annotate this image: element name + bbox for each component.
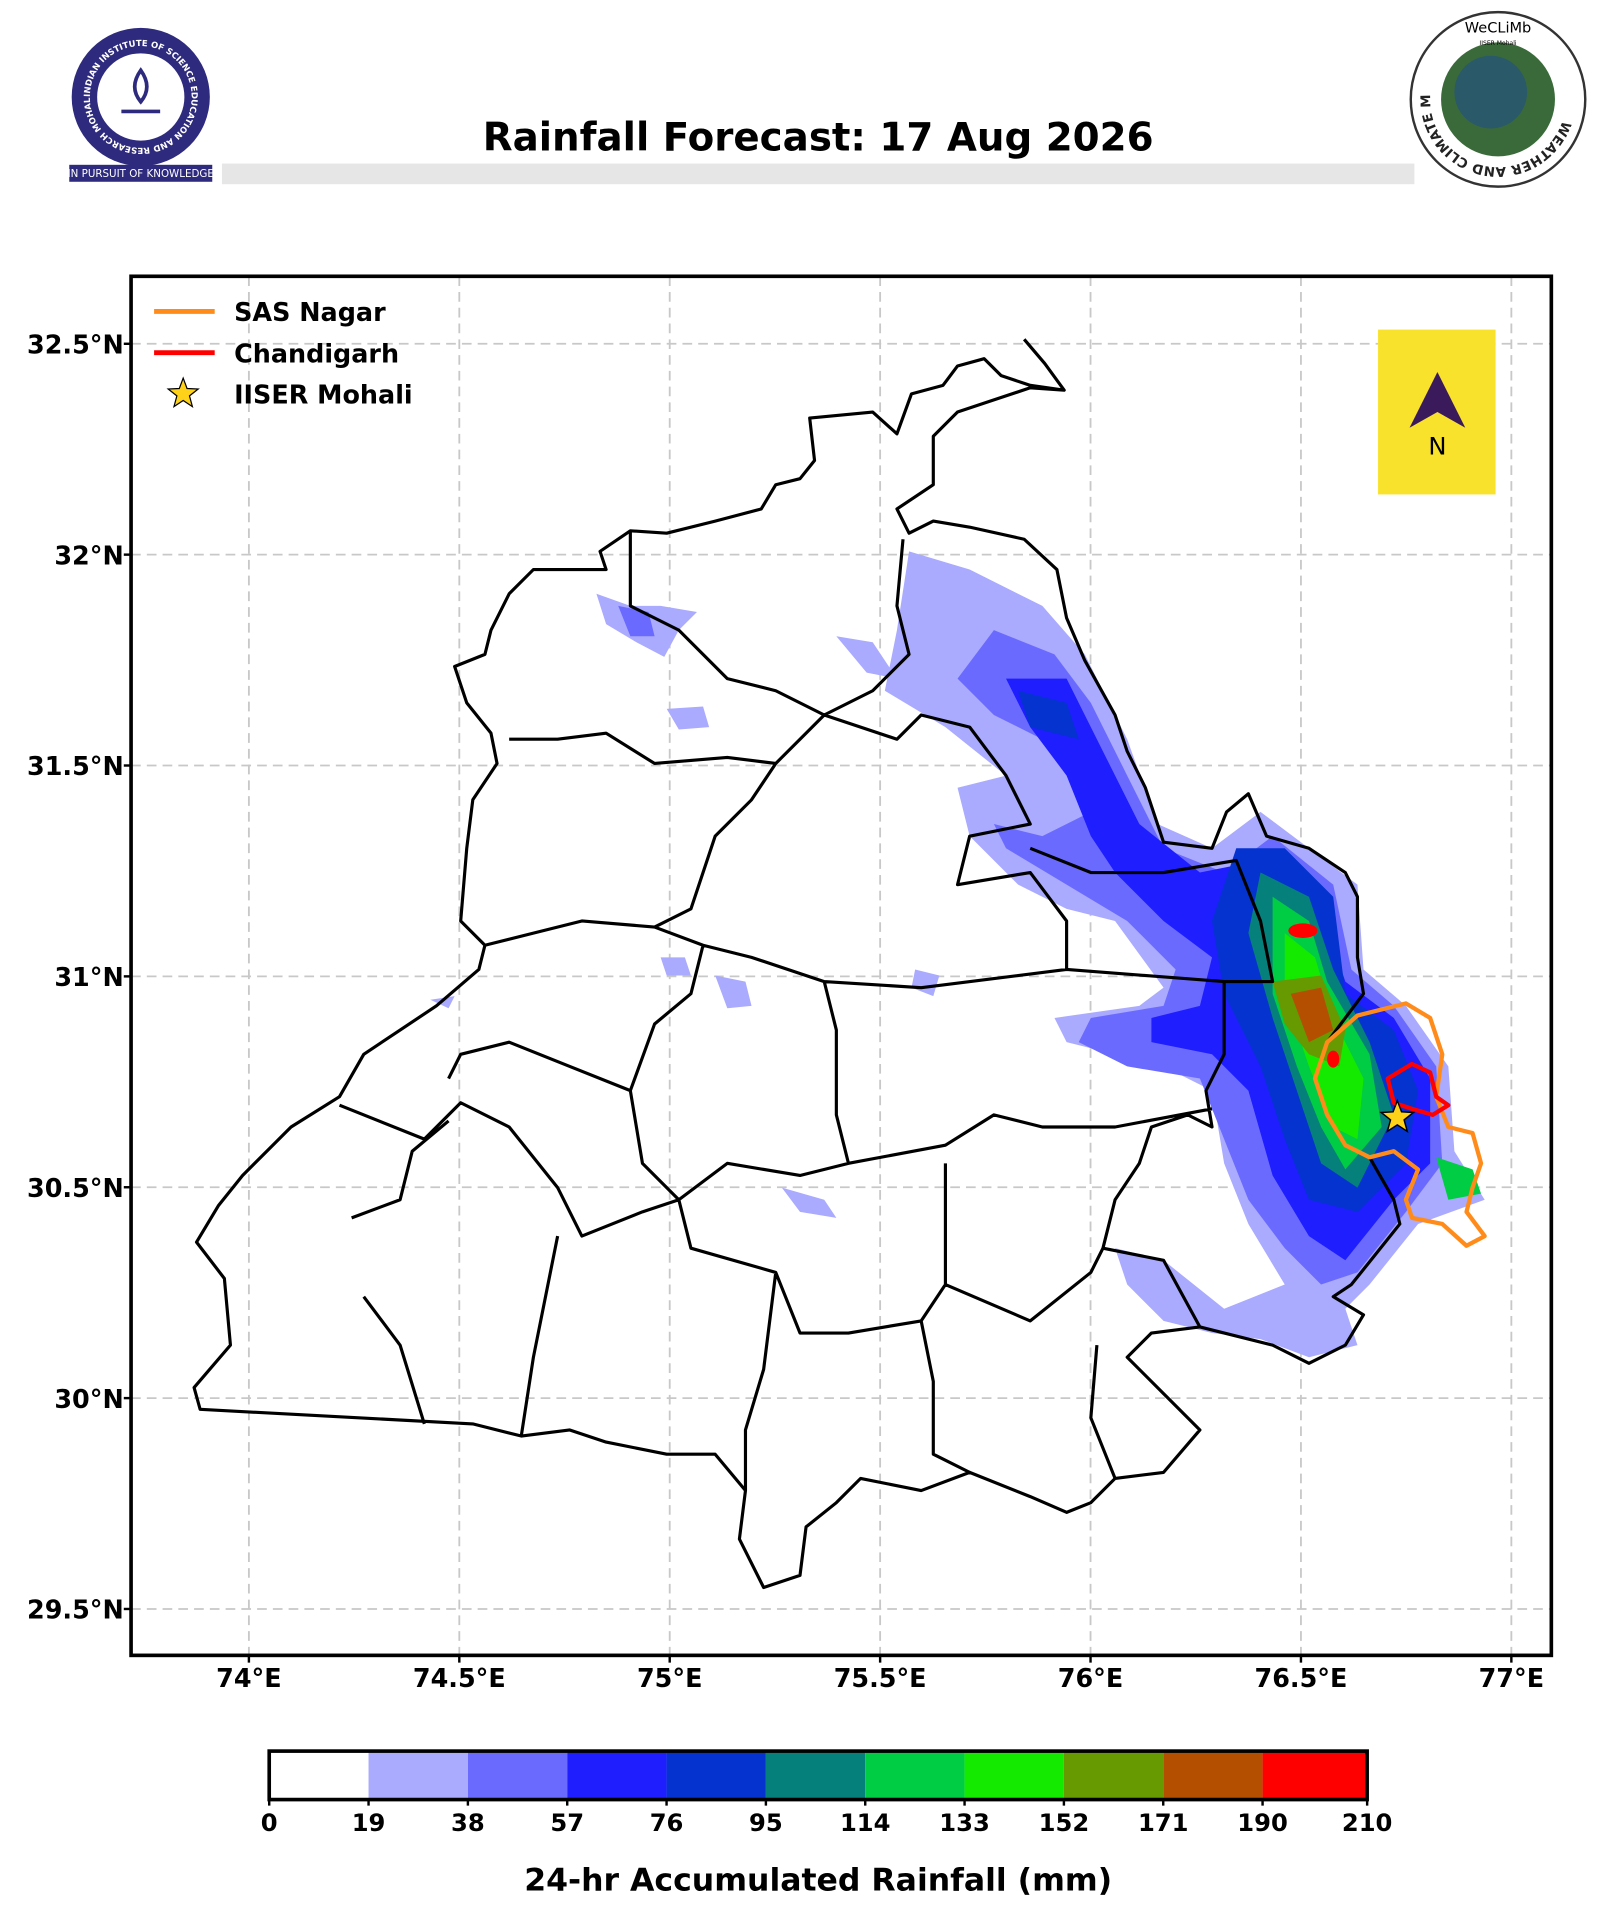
colorbar-swatch xyxy=(666,1751,766,1800)
logo-motto: IN PURSUIT OF KNOWLEDGE xyxy=(68,168,214,180)
rain-area xyxy=(1327,1050,1340,1068)
y-tick-label: 30°N xyxy=(54,1384,123,1414)
colorbar-swatch xyxy=(1163,1751,1263,1800)
x-tick-label: 74°E xyxy=(216,1663,282,1693)
colorbar-tick-label: 190 xyxy=(1237,1809,1288,1837)
colorbar-swatch xyxy=(865,1751,965,1800)
colorbar-swatch xyxy=(269,1751,369,1800)
legend-label: Chandigarh xyxy=(234,338,399,368)
rain-area xyxy=(618,605,1443,1285)
rain-area xyxy=(1288,923,1318,938)
left-logo: INDIAN INSTITUTE OF SCIENCE EDUCATION AN… xyxy=(0,0,214,182)
colorbar-tick-label: 19 xyxy=(352,1809,386,1837)
logo-lamp xyxy=(121,67,161,114)
map-overlays xyxy=(1312,1001,1487,1248)
x-tick-label: 76°E xyxy=(1058,1663,1124,1693)
y-tick-label: 29.5°N xyxy=(27,1595,124,1625)
north-arrow xyxy=(1409,372,1466,428)
legend-swatch xyxy=(166,376,200,408)
colorbar: 0 19 38 57 76 95 114 133 152 171 190 210 24-hr Accum… xyxy=(261,1749,1393,1898)
y-tick-label: 31°N xyxy=(54,962,123,992)
colorbar-tick-label: 171 xyxy=(1138,1809,1189,1837)
colorbar-tick-label: 210 xyxy=(1342,1809,1393,1837)
colorbar-tick-label: 57 xyxy=(550,1809,584,1837)
colorbar-tick-label: 0 xyxy=(261,1809,278,1837)
location-marker xyxy=(1379,1098,1416,1134)
title: Rainfall Forecast: 17 Aug 2026 xyxy=(483,115,1154,160)
header-bar xyxy=(221,163,1415,185)
y-tick-label: 30.5°N xyxy=(27,1173,124,1203)
logo-name: WeCLiMb xyxy=(1465,21,1532,37)
y-tick-label: 31.5°N xyxy=(27,751,124,781)
x-tick-label: 77°E xyxy=(1479,1663,1545,1693)
colorbar-tick-label: 76 xyxy=(650,1809,684,1837)
logo-banner xyxy=(69,164,213,182)
map-frame xyxy=(129,274,1554,1658)
colorbar-swatch xyxy=(467,1751,568,1800)
colorbar-swatch xyxy=(765,1751,866,1800)
y-tick-label: 32°N xyxy=(54,540,123,570)
district-outline xyxy=(1385,1061,1451,1118)
state-boundary xyxy=(192,338,1402,1590)
colorbar-tick-label: 95 xyxy=(749,1809,783,1837)
colorbar-frame xyxy=(267,1749,1369,1802)
colorbar-swatch xyxy=(1063,1751,1164,1800)
rain-area xyxy=(1272,896,1482,1200)
district-outline xyxy=(1312,1001,1487,1248)
colorbar-label: 24-hr Accumulated Rainfall (mm) xyxy=(524,1862,1112,1898)
north-label: N xyxy=(1428,432,1446,460)
x-tick-label: 76.5°E xyxy=(1255,1663,1348,1693)
rain-area xyxy=(1290,987,1334,1043)
district-boundary xyxy=(338,530,1275,1491)
colorbar-swatch xyxy=(368,1751,468,1800)
boundaries xyxy=(192,338,1402,1590)
colorbar-swatch xyxy=(567,1751,667,1800)
rain-area xyxy=(430,593,940,1218)
colorbar-swatch xyxy=(964,1751,1064,1800)
legend-label: SAS Nagar xyxy=(234,297,386,327)
colorbar-tick-label: 114 xyxy=(840,1809,891,1837)
y-tick-label: 32.5°N xyxy=(27,329,124,359)
x-tick-label: 75°E xyxy=(637,1663,703,1693)
x-tick-label: 75.5°E xyxy=(834,1663,927,1693)
logo-sub: IISER Mohali xyxy=(1479,40,1516,47)
colorbar-tick-label: 152 xyxy=(1039,1809,1090,1837)
x-tick-label: 74.5°E xyxy=(413,1663,506,1693)
logo-center xyxy=(97,53,185,141)
logo-ocean xyxy=(1454,55,1528,129)
legend-label: IISER Mohali xyxy=(234,380,413,410)
colorbar-tick-label: 133 xyxy=(939,1809,990,1837)
colorbar-tick-label: 38 xyxy=(451,1809,485,1837)
colorbar-swatch xyxy=(1262,1751,1368,1800)
